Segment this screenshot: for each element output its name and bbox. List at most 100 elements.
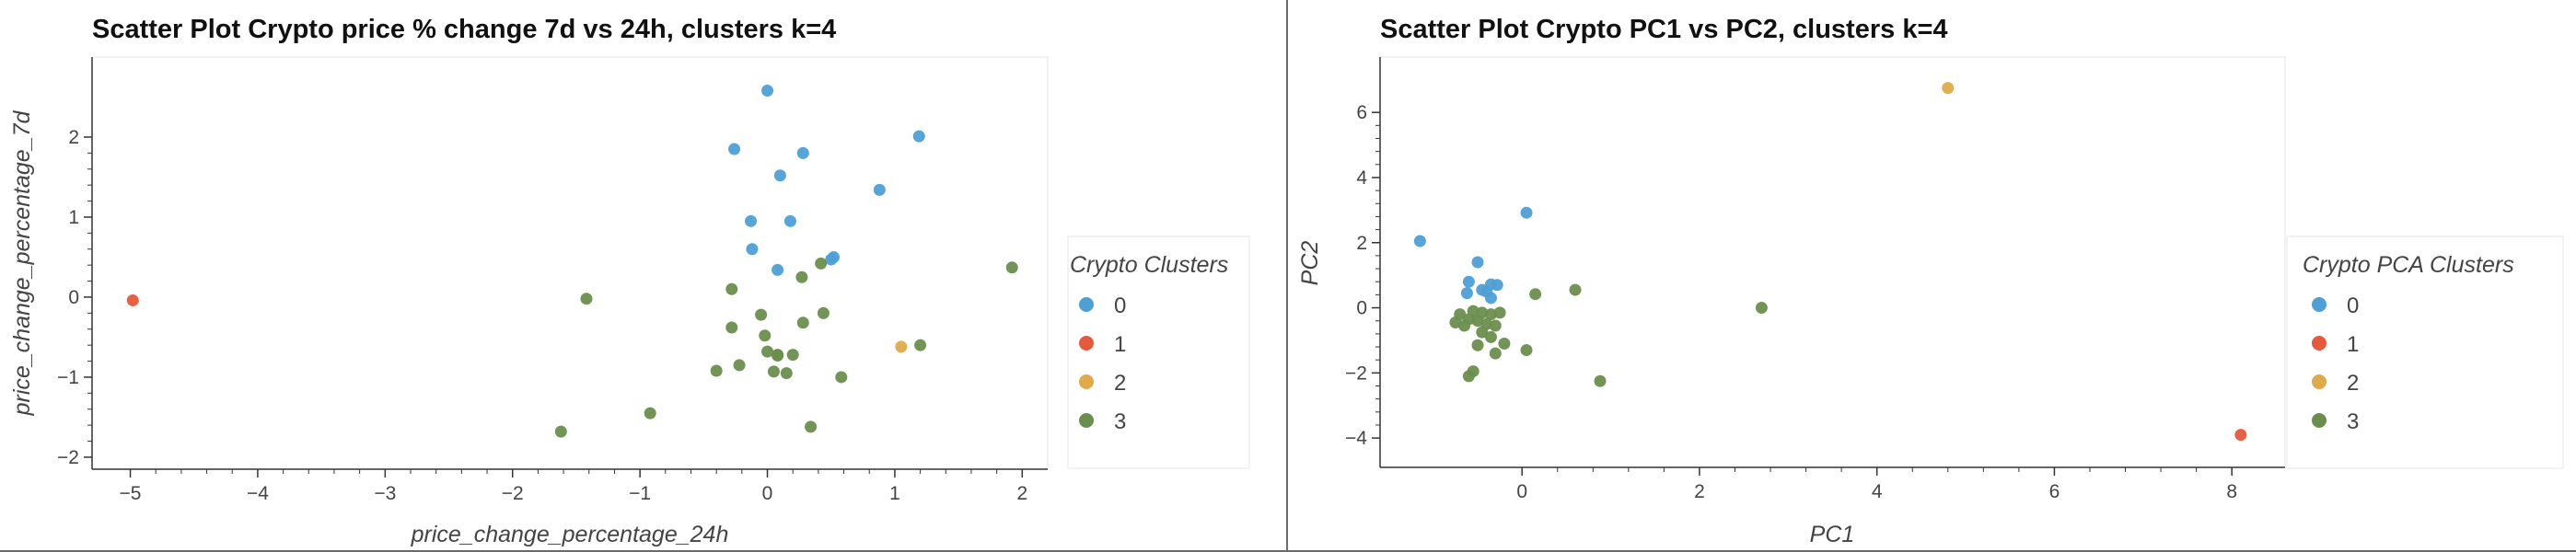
legend-marker-0 [1079, 297, 1094, 312]
data-point-cluster-3 [767, 365, 780, 378]
legend-marker-1 [1079, 336, 1094, 351]
legend-box [2286, 236, 2564, 469]
data-point-cluster-3 [1493, 306, 1506, 319]
legend-label-3: 3 [2347, 409, 2359, 434]
data-point-cluster-3 [1529, 288, 1542, 301]
data-point-cluster-0 [912, 130, 925, 143]
data-point-cluster-2 [1942, 82, 1955, 95]
data-point-cluster-3 [780, 367, 793, 380]
chart-1-svg: Scatter Plot Crypto PC1 vs PC2, clusters… [1297, 15, 2564, 547]
x-tick-label: 0 [1516, 481, 1527, 502]
y-tick-label: 0 [68, 287, 79, 308]
data-point-cluster-3 [805, 420, 818, 433]
y-axis-label: price_change_percentage_7d [9, 109, 35, 416]
data-point-cluster-1 [126, 293, 139, 306]
y-axis-label: PC2 [1297, 241, 1323, 286]
y-tick-label: 2 [68, 127, 79, 148]
y-tick-label: 1 [68, 207, 79, 228]
chart-title: Scatter Plot Crypto price % change 7d vs… [92, 15, 836, 44]
chart-panel-left: Scatter Plot Crypto price % change 7d vs… [0, 0, 1286, 552]
data-point-cluster-3 [1569, 283, 1582, 296]
x-axis-label: PC1 [1810, 522, 1855, 547]
data-point-cluster-3 [796, 316, 809, 329]
data-point-cluster-3 [1520, 344, 1533, 357]
bottom-border [0, 550, 2576, 552]
data-point-cluster-0 [772, 263, 784, 276]
data-point-cluster-0 [1413, 235, 1426, 247]
data-point-cluster-0 [761, 85, 774, 98]
chart-panel-right: Scatter Plot Crypto PC1 vs PC2, clusters… [1288, 0, 2576, 552]
y-tick-label: 0 [1356, 298, 1367, 319]
data-point-cluster-0 [728, 143, 741, 155]
data-point-cluster-3 [759, 329, 772, 342]
x-tick-label: −2 [502, 483, 524, 504]
x-tick-label: 6 [2049, 481, 2060, 502]
data-point-cluster-0 [796, 146, 809, 159]
data-point-cluster-0 [1460, 287, 1473, 300]
plot-frame [91, 56, 1049, 470]
data-point-cluster-2 [895, 340, 908, 353]
panel-divider [1286, 0, 1288, 552]
legend-label-2: 2 [2347, 371, 2359, 396]
y-tick-label: −1 [57, 367, 79, 388]
data-point-cluster-1 [2234, 429, 2247, 442]
data-point-cluster-3 [1462, 370, 1475, 383]
x-tick-label: −1 [629, 483, 651, 504]
data-point-cluster-3 [1484, 308, 1497, 321]
data-point-cluster-3 [1594, 374, 1607, 387]
data-point-cluster-0 [746, 243, 759, 256]
data-point-cluster-0 [873, 183, 886, 196]
x-tick-label: −4 [247, 483, 269, 504]
data-point-cluster-3 [795, 270, 808, 283]
legend-label-3: 3 [1114, 409, 1126, 434]
x-tick-label: 8 [2226, 481, 2237, 502]
data-point-cluster-0 [773, 169, 786, 182]
data-point-cluster-3 [1458, 319, 1471, 332]
data-point-cluster-3 [786, 349, 799, 362]
data-point-cluster-3 [1005, 261, 1018, 274]
legend-marker-1 [2312, 336, 2327, 351]
data-point-cluster-3 [815, 257, 828, 270]
data-point-cluster-3 [644, 407, 656, 420]
x-axis-label: price_change_percentage_24h [411, 522, 729, 547]
data-point-cluster-3 [1489, 319, 1502, 332]
data-point-cluster-0 [745, 214, 758, 227]
data-point-cluster-0 [1491, 279, 1503, 292]
x-tick-label: −3 [374, 483, 396, 504]
data-point-cluster-3 [710, 364, 723, 377]
legend-label-0: 0 [1114, 293, 1126, 318]
y-tick-label: −2 [1345, 362, 1367, 384]
data-point-cluster-3 [725, 282, 738, 295]
data-point-cluster-0 [1471, 256, 1484, 269]
data-point-cluster-0 [825, 253, 838, 266]
legend-box [1067, 236, 1250, 469]
data-point-cluster-3 [772, 349, 784, 362]
y-tick-label: 2 [1356, 233, 1367, 254]
data-point-cluster-0 [783, 214, 796, 227]
data-point-cluster-3 [1476, 326, 1489, 339]
data-point-cluster-3 [755, 308, 768, 321]
data-point-cluster-3 [835, 371, 848, 384]
data-point-cluster-3 [1498, 337, 1511, 350]
legend-title: Crypto Clusters [1070, 252, 1228, 278]
legend-marker-3 [2312, 413, 2327, 428]
y-tick-label: 6 [1356, 102, 1367, 123]
y-tick-label: −2 [57, 447, 79, 468]
data-point-cluster-0 [1520, 206, 1533, 219]
x-tick-label: −5 [120, 483, 142, 504]
data-point-cluster-0 [1462, 275, 1475, 288]
x-tick-label: 1 [889, 483, 900, 504]
x-tick-label: 0 [762, 483, 773, 504]
data-point-cluster-3 [1489, 347, 1502, 360]
legend-label-1: 1 [1114, 332, 1126, 357]
plot-frame [1379, 56, 2286, 468]
data-point-cluster-3 [725, 321, 738, 334]
data-point-cluster-3 [761, 345, 774, 358]
y-tick-label: −4 [1345, 428, 1367, 449]
data-point-cluster-3 [733, 359, 746, 372]
data-point-cluster-3 [817, 306, 830, 319]
legend-marker-2 [2312, 374, 2327, 389]
data-point-cluster-3 [580, 293, 593, 305]
data-point-cluster-3 [1471, 339, 1484, 351]
chart-0-svg: Scatter Plot Crypto price % change 7d vs… [9, 15, 1250, 547]
